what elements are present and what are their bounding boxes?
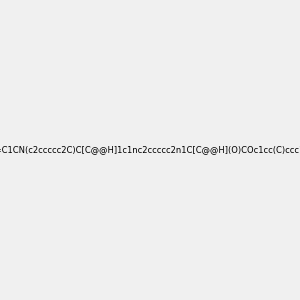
Text: O=C1CN(c2ccccc2C)C[C@@H]1c1nc2ccccc2n1C[C@@H](O)COc1cc(C)ccc1C: O=C1CN(c2ccccc2C)C[C@@H]1c1nc2ccccc2n1C[… — [0, 146, 300, 154]
